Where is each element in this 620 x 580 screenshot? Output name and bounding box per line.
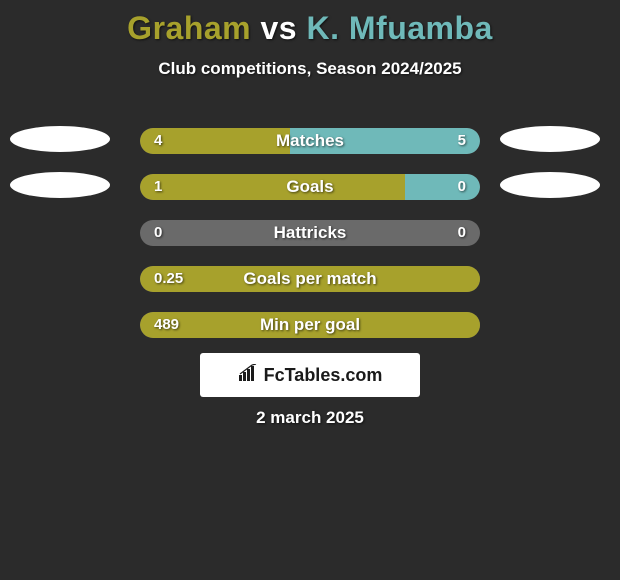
avatar-right xyxy=(500,172,600,198)
stat-row: Min per goal489 xyxy=(0,302,620,348)
stat-bar: Hattricks0 0 xyxy=(140,220,480,246)
date-text: 2 march 2025 xyxy=(0,408,620,428)
stat-bar: Goals per match0.25 xyxy=(140,266,480,292)
stat-value-right: 0 xyxy=(458,174,466,200)
stat-value-left: 489 xyxy=(154,312,179,338)
stat-label: Matches xyxy=(140,128,480,154)
stat-row: Goals1 0 xyxy=(0,164,620,210)
chart-icon xyxy=(238,364,260,387)
stat-row: Goals per match0.25 xyxy=(0,256,620,302)
stat-value-right: 0 xyxy=(458,220,466,246)
avatar-left xyxy=(10,172,110,198)
stat-value-left: 0 xyxy=(154,220,162,246)
season-subtitle: Club competitions, Season 2024/2025 xyxy=(0,59,620,79)
player-left-name: Graham xyxy=(127,10,251,46)
stat-row: Matches4 5 xyxy=(0,118,620,164)
stat-value-left: 1 xyxy=(154,174,162,200)
comparison-title: Graham vs K. Mfuamba xyxy=(0,0,620,47)
logo: FcTables.com xyxy=(238,364,383,387)
stat-label: Hattricks xyxy=(140,220,480,246)
stat-bar: Matches4 5 xyxy=(140,128,480,154)
stat-value-left: 4 xyxy=(154,128,162,154)
vs-text: vs xyxy=(261,10,298,46)
avatar-right xyxy=(500,126,600,152)
stat-bar: Min per goal489 xyxy=(140,312,480,338)
stat-value-left: 0.25 xyxy=(154,266,183,292)
logo-text: FcTables.com xyxy=(264,365,383,386)
stat-label: Goals xyxy=(140,174,480,200)
stat-label: Min per goal xyxy=(140,312,480,338)
logo-box: FcTables.com xyxy=(200,353,420,397)
avatar-left xyxy=(10,126,110,152)
player-right-name: K. Mfuamba xyxy=(306,10,492,46)
stat-bar: Goals1 0 xyxy=(140,174,480,200)
stat-value-right: 5 xyxy=(458,128,466,154)
stat-row: Hattricks0 0 xyxy=(0,210,620,256)
stat-label: Goals per match xyxy=(140,266,480,292)
